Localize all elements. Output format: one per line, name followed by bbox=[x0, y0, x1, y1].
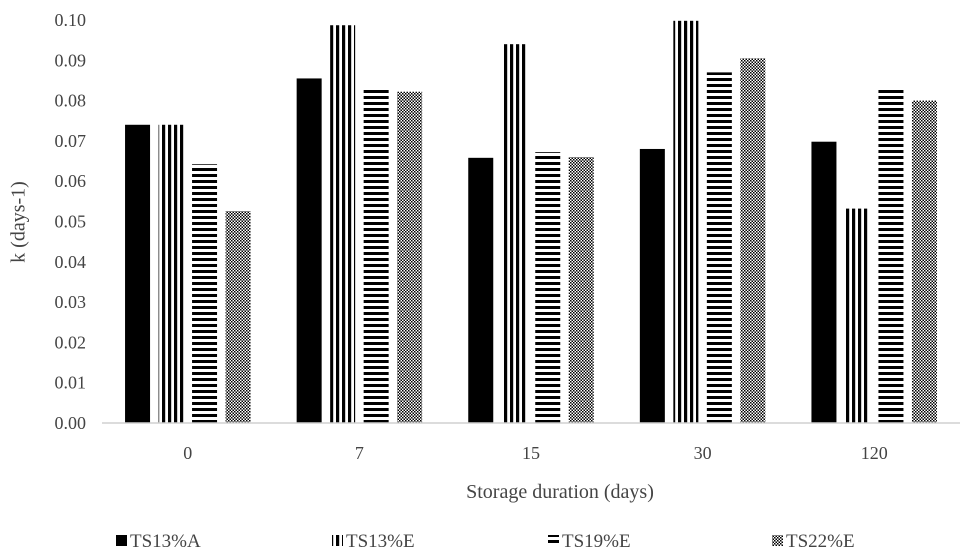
x-tick-label: 30 bbox=[694, 443, 712, 463]
legend-item: TS22%E bbox=[772, 531, 855, 552]
legend-label: TS22%E bbox=[786, 531, 855, 552]
bar-ts13pcta-day-7 bbox=[296, 78, 322, 423]
y-tick-label: 0.00 bbox=[55, 413, 87, 433]
y-tick-label: 0.08 bbox=[55, 91, 87, 111]
bar-ts22pcte-day-30 bbox=[740, 58, 766, 423]
y-axis-title: k (days-1) bbox=[8, 181, 30, 263]
x-tick-label: 15 bbox=[522, 443, 540, 463]
bar-ts22pcte-day-7 bbox=[397, 91, 423, 423]
bar-ts13pcte-day-7 bbox=[330, 25, 356, 423]
y-axis-tick-labels: 0.00 0.01 0.02 0.03 0.04 0.05 0.06 0.07 0.08 0.09… bbox=[55, 10, 87, 433]
bar-ts19pcte-day-7 bbox=[363, 88, 389, 423]
x-tick-label: 0 bbox=[183, 443, 192, 463]
y-tick-label: 0.06 bbox=[55, 171, 87, 191]
y-tick-label: 0.04 bbox=[55, 252, 87, 272]
bar-ts13pcta-day-15 bbox=[468, 157, 494, 424]
legend-swatch bbox=[772, 535, 783, 546]
bar-ts22pcte-day-0 bbox=[225, 211, 251, 423]
x-axis-tick-labels: 0 7 15 30 120 bbox=[183, 443, 887, 463]
x-tick-label: 7 bbox=[355, 443, 364, 463]
bar-ts13pcta-day-120 bbox=[811, 141, 837, 423]
legend: TS13%A TS13%E TS19%E TS22%E bbox=[116, 531, 855, 552]
bar-ts13pcta-day-30 bbox=[639, 148, 665, 423]
bar-ts13pcte-day-0 bbox=[158, 124, 184, 423]
bar-ts13pcte-day-30 bbox=[673, 20, 699, 423]
y-tick-label: 0.02 bbox=[55, 332, 87, 352]
bar-ts13pcte-day-15 bbox=[501, 44, 527, 424]
y-tick-label: 0.03 bbox=[55, 292, 87, 312]
bar-ts19pcte-day-0 bbox=[192, 164, 218, 424]
legend-label: TS19%E bbox=[562, 531, 631, 552]
y-tick-label: 0.01 bbox=[55, 373, 87, 393]
bar-ts22pcte-day-120 bbox=[911, 100, 937, 423]
bar-ts22pcte-day-15 bbox=[568, 157, 594, 423]
y-tick-label: 0.10 bbox=[55, 10, 87, 30]
y-tick-label: 0.07 bbox=[55, 131, 87, 151]
legend-swatch bbox=[332, 535, 343, 546]
bar-ts19pcte-day-120 bbox=[878, 88, 904, 423]
legend-item: TS13%E bbox=[332, 531, 415, 552]
x-tick-label: 120 bbox=[861, 443, 888, 463]
legend-swatch bbox=[116, 535, 127, 546]
y-tick-label: 0.09 bbox=[55, 50, 87, 70]
legend-label: TS13%E bbox=[346, 531, 415, 552]
legend-label: TS13%A bbox=[130, 531, 201, 552]
legend-swatch bbox=[548, 535, 559, 546]
bar-ts19pcte-day-30 bbox=[706, 72, 732, 423]
bar-ts13pcte-day-120 bbox=[844, 208, 870, 423]
legend-item: TS19%E bbox=[548, 531, 631, 552]
bar-ts19pcte-day-15 bbox=[535, 152, 561, 423]
x-axis-title: Storage duration (days) bbox=[466, 481, 654, 503]
bars bbox=[125, 20, 937, 424]
legend-item: TS13%A bbox=[116, 531, 201, 552]
bar-ts13pcta-day-0 bbox=[125, 124, 151, 423]
y-tick-label: 0.05 bbox=[55, 212, 87, 232]
